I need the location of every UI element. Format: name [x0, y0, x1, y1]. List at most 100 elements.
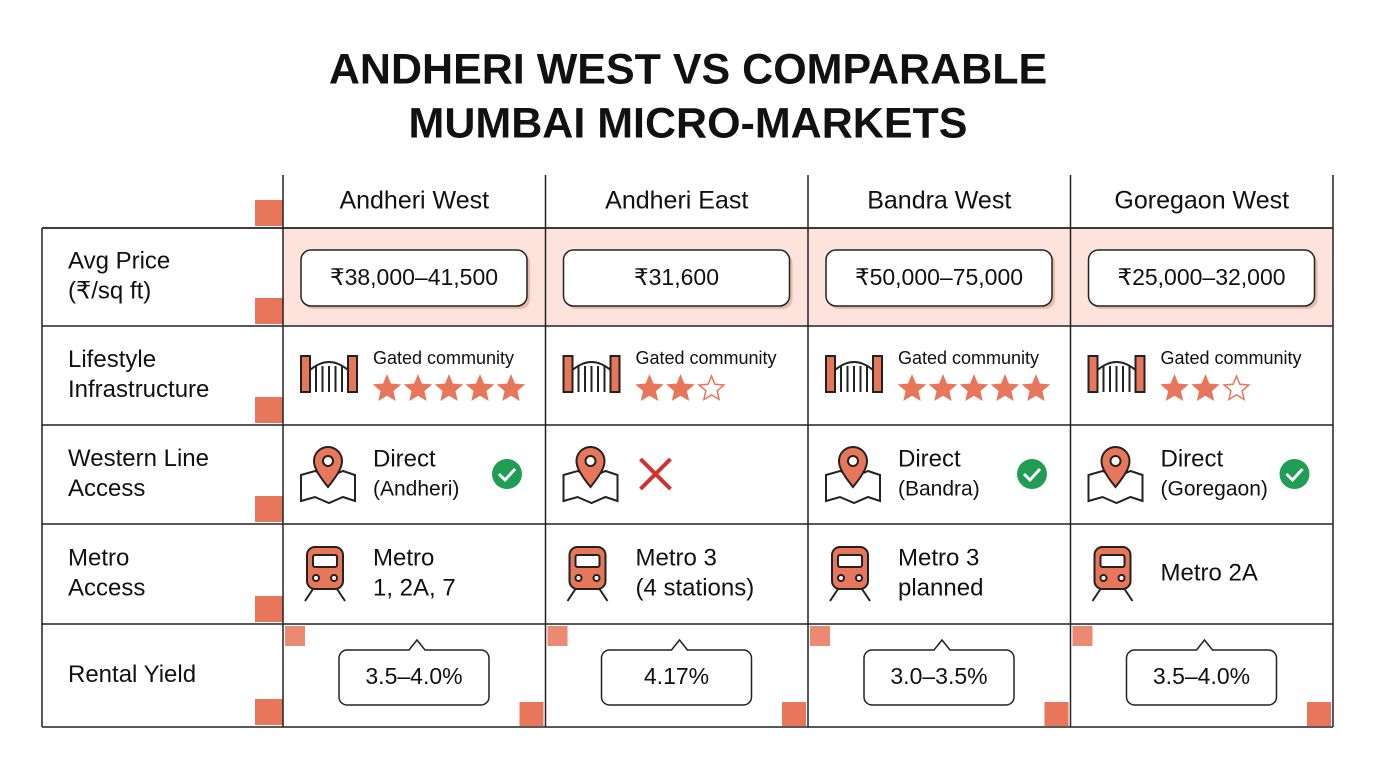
gate-arch: [309, 361, 349, 371]
gate-post: [825, 355, 836, 393]
amenity-text: Gated community: [636, 348, 777, 368]
row-label: Access: [68, 574, 145, 601]
access-text: Direct: [898, 445, 961, 472]
price-box: [300, 249, 528, 307]
star-rating: [897, 374, 1051, 402]
gate-icon: [1087, 355, 1146, 393]
map-pin-dot: [584, 455, 597, 467]
decor: [255, 496, 283, 522]
yield-bubble: [600, 638, 753, 706]
decor: [255, 699, 283, 725]
metro-text: 1, 2A, 7: [373, 574, 456, 601]
price-value: ₹31,600: [634, 264, 719, 290]
map-pin: [837, 446, 869, 489]
yield-value: 3.5–4.0%: [365, 663, 462, 689]
map-icon: [825, 446, 881, 505]
metro-text: planned: [898, 574, 983, 601]
decor: [1307, 702, 1331, 726]
row-label: Access: [68, 475, 145, 502]
train-rails: [1091, 588, 1134, 602]
train-icon: [304, 546, 346, 602]
check-circle: [492, 459, 522, 489]
row-label: Lifestyle: [68, 346, 156, 373]
star-filled: [1160, 374, 1189, 402]
cross-icon: [639, 457, 672, 491]
column-header: Goregaon West: [1114, 187, 1289, 215]
decor: [1044, 702, 1069, 726]
map-pin: [1100, 446, 1131, 489]
check-tick: [1285, 467, 1304, 483]
amenity-text: Gated community: [1161, 348, 1302, 368]
star-filled: [666, 374, 695, 402]
price-box: [825, 249, 1053, 307]
gate-arch: [571, 361, 612, 371]
map-icon: [1087, 446, 1144, 505]
gate-icon: [300, 355, 358, 393]
gate-arch: [1096, 361, 1137, 371]
row-label: Avg Price: [68, 247, 170, 274]
decor: [1072, 626, 1093, 646]
gate-post: [1087, 355, 1099, 393]
star-filled: [465, 374, 495, 402]
column-header: Andheri East: [605, 187, 748, 215]
star-filled: [372, 374, 402, 402]
star-empty: [1222, 374, 1251, 402]
train-rails: [304, 588, 346, 602]
metro-text: Metro 2A: [1161, 559, 1258, 586]
train-icon: [829, 546, 871, 602]
train-light: [330, 574, 338, 582]
train-window: [837, 554, 863, 568]
train-window: [1099, 554, 1126, 568]
price-value: ₹25,000–32,000: [1117, 264, 1285, 290]
map-pin: [575, 446, 606, 489]
train-light: [574, 574, 583, 582]
gate-arch: [834, 361, 874, 371]
column-header: Bandra West: [867, 187, 1011, 215]
star-rating: [635, 374, 726, 402]
gate-icon: [825, 355, 883, 393]
train-light: [855, 574, 863, 582]
decor: [519, 702, 544, 726]
metro-text: (4 stations): [636, 574, 755, 601]
gate-post: [300, 355, 311, 393]
gate-post: [562, 355, 574, 393]
decor: [255, 596, 283, 622]
train-icon: [566, 546, 609, 602]
star-filled: [635, 374, 664, 402]
yield-value: 3.5–4.0%: [1153, 663, 1250, 689]
map-icon: [300, 446, 356, 505]
gate-post: [1134, 355, 1146, 393]
map-pin: [312, 446, 344, 489]
access-text: Direct: [373, 445, 436, 472]
access-text: (Bandra): [898, 478, 980, 501]
yield-value: 3.0–3.5%: [890, 663, 987, 689]
star-empty: [697, 374, 726, 402]
gate-post: [872, 355, 883, 393]
map-pin-dot: [322, 455, 334, 467]
yield-bubble: [1125, 638, 1278, 706]
check-tick: [1022, 467, 1042, 483]
star-filled: [403, 374, 433, 402]
map-pin-dot: [1109, 455, 1122, 467]
access-text: (Andheri): [373, 478, 459, 501]
train-light: [837, 574, 845, 582]
decor: [255, 298, 283, 324]
train-window: [312, 554, 338, 568]
yield-bubble: [863, 638, 1015, 706]
check-circle: [1279, 459, 1310, 489]
star-rating: [372, 374, 526, 402]
metro-text: Metro: [373, 544, 434, 571]
amenity-text: Gated community: [898, 348, 1039, 368]
decor: [810, 626, 830, 646]
star-filled: [1021, 374, 1051, 402]
check-tick: [497, 467, 517, 483]
decor: [285, 626, 305, 646]
decor: [782, 702, 806, 726]
gate-icon: [562, 355, 621, 393]
check-icon: [1279, 459, 1310, 489]
star-filled: [1191, 374, 1220, 402]
star-filled: [434, 374, 464, 402]
access-text: (Goregaon): [1161, 478, 1268, 501]
